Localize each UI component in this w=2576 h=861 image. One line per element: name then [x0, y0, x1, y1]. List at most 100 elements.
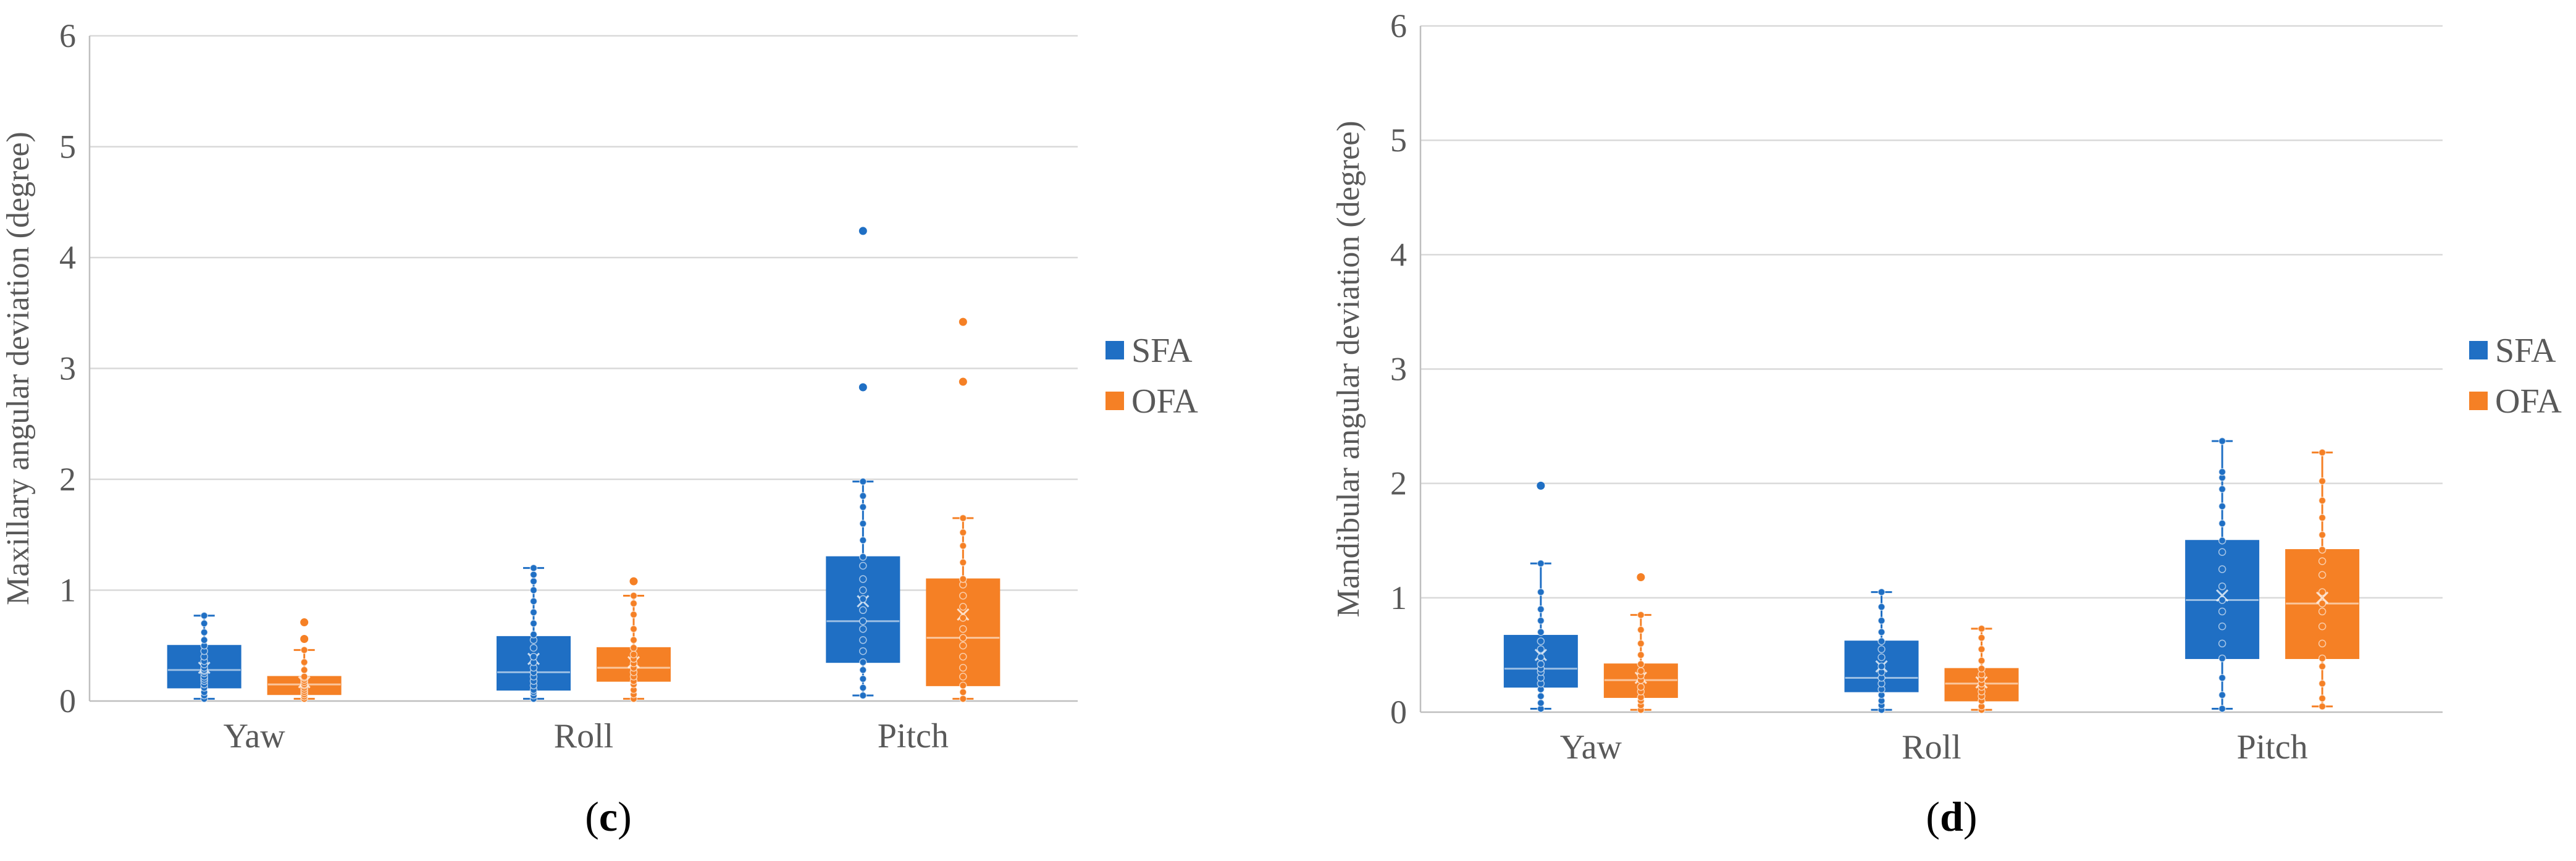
panel-label: (d) [1926, 793, 1977, 840]
y-tick-label: 0 [59, 682, 76, 720]
data-point [1537, 560, 1545, 568]
outlier-point [858, 227, 867, 235]
data-point [629, 625, 638, 633]
x-tick-label: Yaw [1560, 728, 1622, 766]
data-point [1978, 624, 1986, 633]
outlier-point [629, 577, 638, 586]
data-point [529, 586, 538, 594]
box-sfa-yaw [1503, 481, 1578, 713]
data-point [1537, 616, 1545, 625]
box-ofa-roll [1944, 624, 2019, 714]
data-point [859, 674, 867, 683]
data-point [629, 644, 638, 652]
y-tick-label: 4 [59, 239, 76, 276]
y-tick-label: 3 [1390, 351, 1407, 388]
data-point [629, 610, 638, 619]
box-sfa-roll [497, 564, 571, 703]
data-point [529, 564, 538, 572]
data-point [2218, 537, 2226, 545]
data-point [2318, 497, 2326, 505]
outlier-point [959, 377, 967, 386]
data-point [2218, 548, 2226, 556]
data-point [959, 528, 967, 537]
mean-marker [2316, 591, 2329, 604]
data-point [529, 577, 538, 586]
data-point [1537, 653, 1545, 662]
data-point [529, 608, 538, 616]
y-tick-label: 2 [1390, 465, 1407, 502]
legend-swatch-sfa [2469, 341, 2488, 359]
data-point [959, 634, 967, 642]
data-point [1978, 657, 1986, 665]
data-point [1537, 645, 1545, 653]
data-point [959, 673, 967, 681]
data-point [2318, 607, 2326, 616]
data-point [1537, 692, 1545, 700]
data-point [2218, 674, 2226, 682]
data-point [959, 514, 967, 523]
data-point [2318, 448, 2326, 456]
data-point [200, 636, 208, 644]
data-point [1537, 588, 1545, 596]
data-point [1877, 662, 1886, 671]
legend-swatch-sfa [1105, 341, 1124, 359]
data-point [2318, 531, 2326, 539]
y-axis-title: Mandibular angular deviation (degree) [1331, 120, 1366, 617]
data-point [2218, 437, 2226, 445]
x-tick-label: Roll [1902, 728, 1961, 766]
data-point [2318, 654, 2326, 663]
data-point [2318, 588, 2326, 596]
data-point [300, 646, 308, 654]
data-point [959, 575, 967, 583]
data-point [529, 652, 538, 661]
data-point [959, 625, 967, 633]
data-point [1537, 699, 1545, 707]
data-point [959, 663, 967, 672]
data-point [1537, 605, 1545, 613]
data-point [859, 477, 867, 485]
data-point [1637, 667, 1645, 675]
data-point [2318, 557, 2326, 565]
box-ofa-yaw [267, 618, 342, 703]
data-point [859, 666, 867, 674]
data-point [959, 688, 967, 696]
outlier-point [1537, 481, 1545, 490]
x-tick-label: Yaw [224, 717, 286, 755]
data-point [2218, 705, 2226, 713]
data-point [859, 519, 867, 528]
data-point [1637, 660, 1645, 668]
data-point [2218, 622, 2226, 631]
data-point [2218, 502, 2226, 510]
data-point [2218, 691, 2226, 699]
data-point [1978, 665, 1986, 673]
data-point [529, 631, 538, 639]
data-point [1637, 611, 1645, 619]
legend-label-ofa: OFA [1131, 382, 1198, 421]
data-point [859, 691, 867, 700]
legend-label-sfa: SFA [2495, 332, 2556, 370]
data-point [529, 571, 538, 579]
y-tick-label: 6 [1390, 7, 1407, 44]
data-point [2318, 513, 2326, 522]
data-point [2318, 662, 2326, 671]
x-tick-label: Roll [554, 717, 613, 755]
box-ofa-pitch [926, 317, 1001, 703]
data-point [300, 658, 308, 666]
data-point [2318, 545, 2326, 554]
legend-swatch-ofa [2469, 392, 2488, 410]
data-point [1877, 603, 1886, 611]
data-point [1637, 626, 1645, 634]
data-point [2318, 702, 2326, 710]
y-tick-label: 1 [59, 572, 76, 609]
outlier-point [959, 317, 967, 326]
data-point [1877, 616, 1886, 625]
data-point [1637, 651, 1645, 659]
data-point [1978, 645, 1986, 653]
data-point [629, 592, 638, 600]
data-point [1877, 653, 1886, 662]
data-point [1877, 637, 1886, 645]
data-point [2318, 477, 2326, 485]
outlier-point [858, 383, 867, 392]
data-point [859, 617, 867, 626]
data-point [859, 561, 867, 570]
